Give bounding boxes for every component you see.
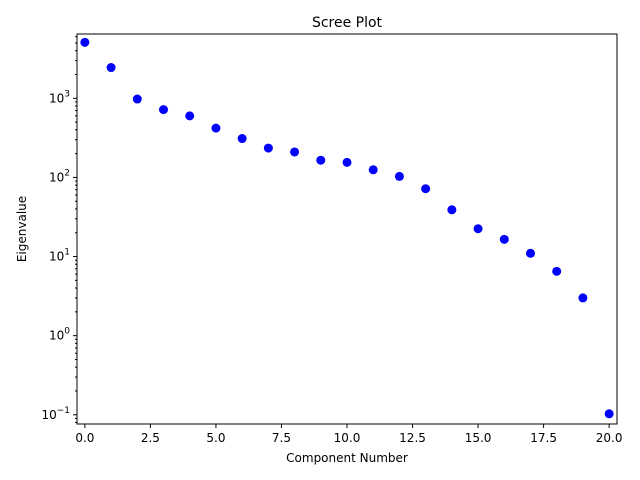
data-point — [263, 143, 273, 153]
data-point — [159, 105, 169, 115]
data-point — [473, 224, 483, 234]
plot-area: 0.0 2.5 5.0 7.5 10.0 12.5 15.0 17.5 20.0 10−1100… — [41, 33, 622, 445]
y-tick-label: 10−1 — [41, 406, 70, 422]
data-point — [342, 157, 352, 167]
x-tick-label: 17.5 — [530, 431, 557, 445]
data-point — [578, 293, 588, 303]
data-point — [211, 123, 221, 133]
x-axis-label: Component Number — [286, 451, 408, 465]
y-tick-exponent: 0 — [64, 327, 70, 337]
y-tick-label: 100 — [49, 327, 70, 343]
data-point — [80, 37, 90, 47]
y-tick-label: 103 — [49, 89, 70, 105]
x-tick-label: 20.0 — [596, 431, 623, 445]
x-tick-label: 10.0 — [334, 431, 361, 445]
x-tick-label: 7.5 — [272, 431, 291, 445]
y-tick-exponent: 1 — [64, 248, 70, 258]
x-axis-ticks: 0.0 2.5 5.0 7.5 10.0 12.5 15.0 17.5 20.0 — [75, 424, 622, 445]
y-tick-base: 10 — [41, 408, 56, 422]
plot-frame — [76, 33, 618, 425]
y-tick-base: 10 — [49, 170, 64, 184]
chart-title: Scree Plot — [312, 15, 383, 31]
x-tick-label: 2.5 — [141, 431, 160, 445]
data-point — [368, 165, 378, 175]
data-point — [132, 94, 142, 104]
y-tick-label: 102 — [49, 168, 70, 184]
y-axis-label: Eigenvalue — [15, 196, 29, 262]
data-point — [447, 205, 457, 215]
data-point — [290, 147, 300, 157]
y-tick-exponent: 2 — [64, 168, 70, 178]
x-tick-label: 0.0 — [75, 431, 94, 445]
data-point — [106, 63, 116, 73]
data-point — [316, 155, 326, 165]
x-tick-label: 5.0 — [206, 431, 225, 445]
data-point — [499, 234, 509, 244]
data-point — [185, 111, 195, 121]
data-point — [525, 248, 535, 258]
data-point — [394, 171, 404, 181]
y-tick-label: 101 — [49, 248, 70, 264]
y-tick-exponent: 3 — [64, 89, 70, 99]
data-point — [552, 266, 562, 276]
data-point — [421, 184, 431, 194]
y-tick-exponent: −1 — [57, 406, 70, 416]
data-point — [604, 409, 614, 419]
x-tick-label: 12.5 — [399, 431, 426, 445]
y-tick-base: 10 — [49, 329, 64, 343]
data-points — [80, 37, 614, 419]
y-tick-base: 10 — [49, 250, 64, 264]
x-tick-label: 15.0 — [465, 431, 492, 445]
y-tick-base: 10 — [49, 91, 64, 105]
data-point — [237, 134, 247, 144]
